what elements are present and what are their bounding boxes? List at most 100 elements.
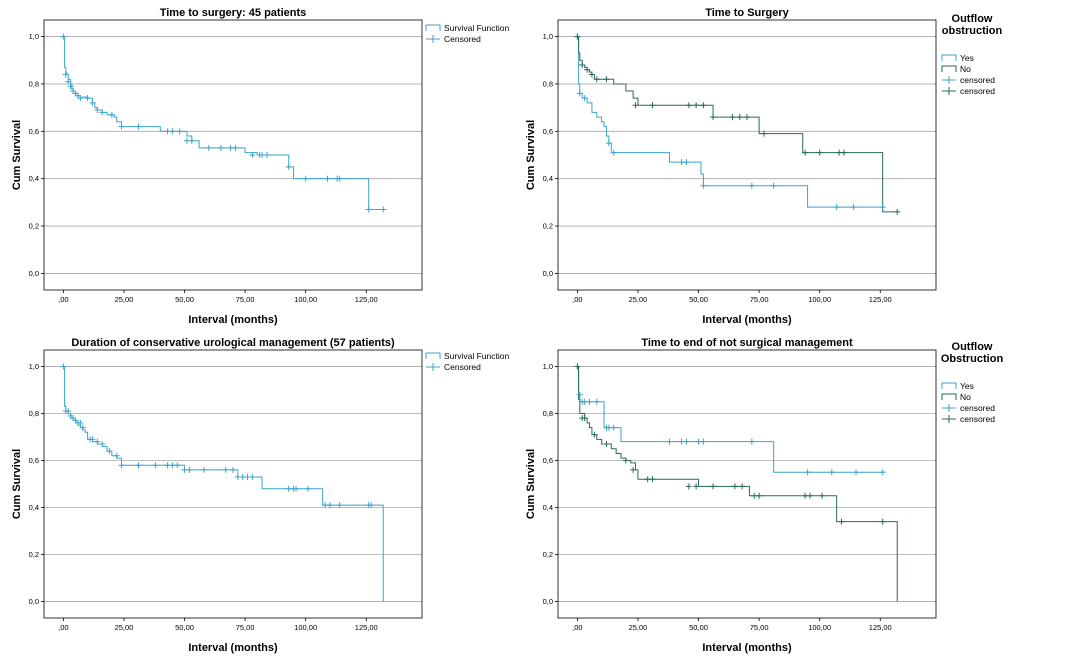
- censor-mark: [685, 102, 692, 109]
- x-axis-label: Interval (months): [702, 642, 792, 654]
- legend-title: Obstruction: [941, 353, 1004, 365]
- y-tick-label: 1,0: [29, 32, 39, 41]
- censor-mark: [744, 114, 750, 121]
- censor-mark: [610, 149, 617, 156]
- y-tick-label: 1,0: [29, 362, 39, 371]
- y-axis-label: Cum Survival: [525, 120, 537, 190]
- censor-mark: [683, 438, 690, 445]
- censor-mark: [65, 408, 72, 415]
- censor-mark: [249, 152, 256, 158]
- panel-end-of-not-surgical-management: 0,0 0,2 0,4 0,6 0,8 1,0 ,00 25,00 50,00 75,00 100,…: [525, 337, 1003, 654]
- plot-frame: [43, 19, 423, 291]
- x-tick-label: ,00: [572, 295, 582, 304]
- x-tick-label: 50,00: [175, 623, 194, 632]
- censor-mark: [666, 438, 673, 445]
- censor-mark: [217, 144, 224, 151]
- censor-mark: [67, 83, 74, 90]
- censor-mark: [99, 109, 106, 116]
- legend-swatch-step: [941, 65, 957, 72]
- censor-mark: [60, 363, 67, 370]
- legend-title: Outflow: [952, 13, 993, 25]
- censor-mark: [118, 123, 125, 130]
- censor-mark: [610, 424, 617, 431]
- censor-mark: [113, 452, 120, 459]
- survival-curve-no: [577, 36, 898, 213]
- censor-mark: [293, 485, 299, 492]
- y-axis-label: Cum Survival: [11, 449, 23, 519]
- censor-mark: [79, 424, 86, 431]
- censor-mark: [232, 144, 239, 151]
- legend-swatch-censored: [942, 76, 956, 84]
- censor-mark: [368, 502, 375, 509]
- x-tick-label: 125,00: [869, 295, 892, 304]
- censor-mark: [118, 462, 125, 469]
- censor-mark: [748, 182, 755, 189]
- survival-curve-survival-function: [63, 365, 384, 602]
- legend-item-label: No: [960, 392, 971, 402]
- censor-mark: [576, 391, 583, 398]
- censor-mark: [205, 144, 212, 151]
- legend-swatch-censored: [942, 415, 956, 423]
- y-tick-label: 0,2: [543, 550, 553, 559]
- y-tick-label: 0,0: [29, 269, 39, 278]
- censor-mark: [174, 462, 181, 469]
- x-axis-label: Interval (months): [188, 314, 278, 326]
- plot-frame: [557, 19, 937, 291]
- censor-mark: [176, 128, 183, 135]
- censor-mark: [326, 502, 333, 509]
- censor-mark: [302, 175, 309, 182]
- censor-mark: [739, 483, 746, 490]
- censor-mark: [807, 492, 813, 499]
- censor-mark: [169, 128, 176, 135]
- y-axis-label: Cum Survival: [525, 449, 537, 519]
- legend-item-label: censored: [960, 403, 995, 413]
- chart-title: Time to end of not surgical management: [641, 337, 853, 349]
- legend-swatch-censored: [942, 87, 956, 95]
- legend-swatch-step: [941, 393, 957, 400]
- censor-mark: [850, 204, 857, 211]
- censor-mark: [186, 466, 193, 473]
- x-tick-label: 125,00: [355, 623, 378, 632]
- censor-mark: [700, 438, 707, 445]
- legend-item-label: Yes: [960, 381, 974, 391]
- censor-mark: [135, 462, 142, 469]
- legend-item-label: censored: [960, 414, 995, 424]
- x-tick-label: ,00: [572, 623, 582, 632]
- legend-title: Outflow: [952, 341, 993, 353]
- legend-item-label: Censored: [444, 34, 481, 44]
- y-tick-label: 0,4: [543, 503, 553, 512]
- censor-mark: [152, 462, 159, 469]
- censor-mark: [593, 398, 600, 405]
- censor-mark: [649, 102, 656, 109]
- censor-mark: [632, 102, 639, 109]
- y-tick-label: 0,2: [29, 550, 39, 559]
- censor-mark: [710, 114, 717, 121]
- survival-curve-survival-function: [63, 36, 384, 210]
- censor-mark: [89, 436, 96, 443]
- x-tick-label: 25,00: [629, 295, 648, 304]
- censor-mark: [731, 483, 738, 490]
- censor-mark: [324, 175, 331, 182]
- censor-mark: [106, 448, 113, 455]
- survival-curve-yes: [577, 36, 883, 208]
- y-tick-label: 0,6: [29, 127, 39, 136]
- y-tick-label: 0,6: [29, 456, 39, 465]
- y-tick-label: 0,8: [29, 79, 39, 88]
- y-tick-label: 0,8: [29, 409, 39, 418]
- censor-mark: [603, 441, 610, 448]
- censor-mark: [603, 76, 610, 83]
- x-tick-label: 25,00: [115, 623, 134, 632]
- y-tick-label: 1,0: [543, 362, 553, 371]
- y-tick-label: 0,2: [29, 222, 39, 231]
- y-tick-label: 0,4: [543, 174, 553, 183]
- censor-mark: [605, 140, 612, 147]
- x-tick-label: 50,00: [689, 623, 708, 632]
- censor-mark: [700, 102, 707, 109]
- legend-title: obstruction: [942, 25, 1003, 37]
- censor-mark: [60, 33, 67, 40]
- legend-item-label: Survival Function: [444, 23, 509, 33]
- legend-item-label: censored: [960, 86, 995, 96]
- legend-swatch-censored: [426, 363, 440, 371]
- plot-frame: [557, 349, 937, 619]
- censor-mark: [748, 438, 755, 445]
